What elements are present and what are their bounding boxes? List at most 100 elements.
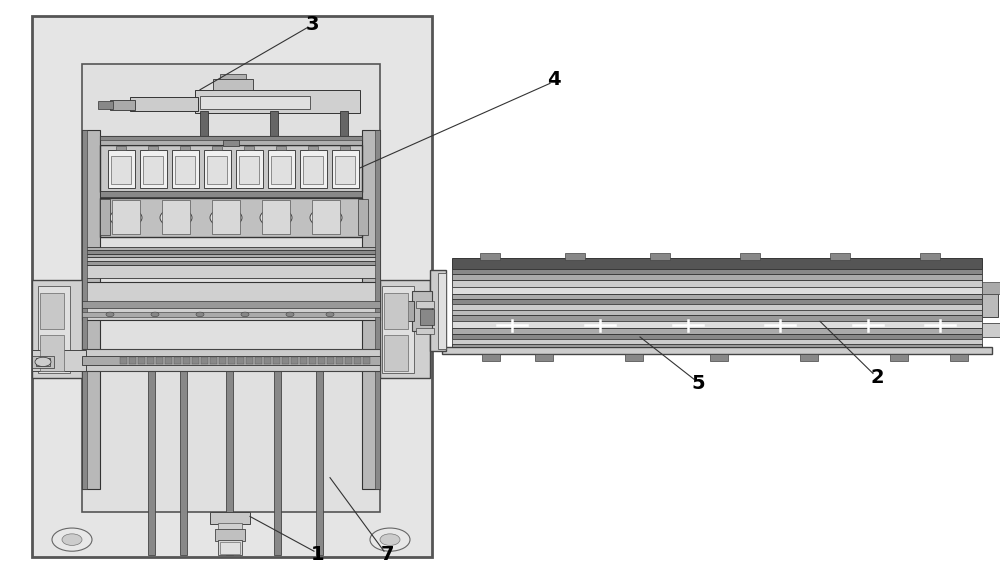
Bar <box>220 74 246 79</box>
Bar <box>110 100 135 110</box>
Circle shape <box>110 208 142 227</box>
Bar <box>452 287 982 294</box>
Text: 1: 1 <box>311 545 325 564</box>
Bar <box>195 90 360 113</box>
Bar <box>236 150 263 188</box>
Bar <box>40 293 64 329</box>
Bar <box>228 357 235 364</box>
Bar <box>452 294 982 299</box>
Bar <box>111 156 131 184</box>
Circle shape <box>52 528 92 551</box>
Bar <box>38 286 70 373</box>
Bar <box>382 286 414 373</box>
Circle shape <box>380 534 400 545</box>
Bar <box>982 323 1000 337</box>
Text: 7: 7 <box>381 545 395 564</box>
Bar <box>192 357 199 364</box>
Bar <box>362 130 380 489</box>
Bar <box>416 328 434 334</box>
Bar <box>270 111 278 139</box>
Bar <box>312 200 340 234</box>
Bar <box>384 293 408 329</box>
Bar <box>452 344 982 347</box>
Bar <box>340 111 348 139</box>
Bar <box>318 357 325 364</box>
Bar <box>830 253 850 260</box>
Bar <box>165 357 172 364</box>
Bar <box>210 512 250 524</box>
Text: 5: 5 <box>691 374 705 393</box>
Bar <box>340 146 350 150</box>
Bar <box>710 354 728 361</box>
Bar <box>98 101 113 109</box>
Bar <box>201 357 208 364</box>
Bar <box>82 130 100 489</box>
Bar <box>82 257 380 261</box>
Bar <box>482 354 500 361</box>
Bar <box>129 357 136 364</box>
Bar <box>271 156 291 184</box>
Bar <box>452 321 982 328</box>
Bar <box>82 254 380 257</box>
Bar <box>982 282 1000 294</box>
Circle shape <box>210 208 242 227</box>
Circle shape <box>196 312 204 317</box>
Bar <box>268 150 295 188</box>
Bar <box>239 156 259 184</box>
Bar <box>200 96 310 109</box>
Circle shape <box>151 312 159 317</box>
Bar <box>218 540 242 555</box>
Bar <box>452 269 982 274</box>
Bar <box>162 200 190 234</box>
Bar <box>32 16 432 557</box>
Bar <box>183 357 190 364</box>
Bar <box>452 280 982 287</box>
Circle shape <box>310 208 342 227</box>
Circle shape <box>35 357 51 367</box>
Bar <box>100 191 362 197</box>
Bar <box>246 357 253 364</box>
Bar <box>40 335 64 371</box>
Bar <box>452 328 982 334</box>
Bar <box>300 150 327 188</box>
Bar <box>327 357 334 364</box>
Bar <box>452 304 982 310</box>
Bar <box>380 280 430 378</box>
Bar <box>108 150 135 188</box>
Bar <box>212 200 240 234</box>
Bar <box>452 315 982 321</box>
Bar <box>100 199 110 235</box>
Bar <box>219 357 226 364</box>
Bar <box>336 357 343 364</box>
Bar <box>264 357 271 364</box>
Bar <box>740 253 760 260</box>
Bar <box>156 357 163 364</box>
Bar <box>452 339 982 345</box>
Bar <box>300 357 307 364</box>
Bar <box>452 310 982 315</box>
Bar <box>82 301 380 308</box>
Bar <box>82 282 380 320</box>
Bar <box>175 156 195 184</box>
Text: 4: 4 <box>547 71 561 89</box>
Bar <box>116 146 126 150</box>
Circle shape <box>106 312 114 317</box>
Bar <box>920 253 940 260</box>
Bar <box>204 150 231 188</box>
Bar <box>220 542 240 554</box>
Bar <box>438 273 446 349</box>
Bar <box>303 156 323 184</box>
Bar <box>565 253 585 260</box>
Bar <box>143 156 163 184</box>
Bar <box>82 250 380 254</box>
Bar <box>309 357 316 364</box>
Bar <box>982 294 998 317</box>
Bar <box>420 309 434 325</box>
Circle shape <box>260 208 292 227</box>
Bar <box>148 369 155 555</box>
Bar <box>82 130 87 489</box>
Circle shape <box>160 208 192 227</box>
Bar <box>148 146 158 150</box>
Bar <box>244 146 254 150</box>
Bar <box>200 111 208 139</box>
